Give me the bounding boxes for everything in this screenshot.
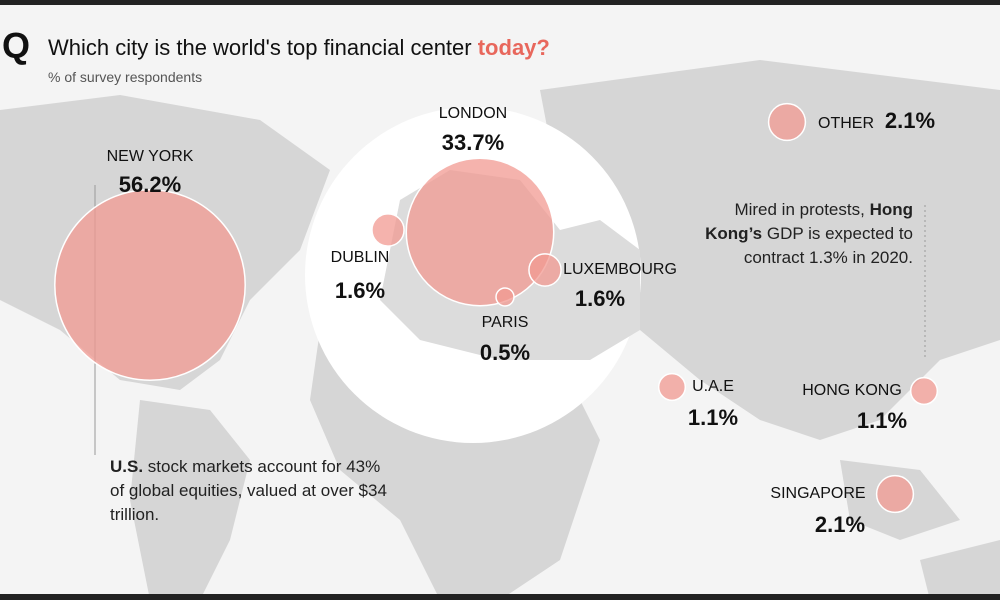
city-label: U.A.E <box>692 378 734 395</box>
value-label: 2.1% <box>884 108 936 133</box>
city-label: DUBLIN <box>330 249 390 266</box>
city-label: OTHER <box>818 115 874 132</box>
value-label: 56.2% <box>118 172 182 197</box>
annotation: U.S. stock markets account for 43% of gl… <box>110 455 390 527</box>
annotation: Mired in protests, Hong Kong’s GDP is ex… <box>705 198 913 270</box>
logo: Q <box>2 25 30 66</box>
title-text: Which city is the world's top financial … <box>48 35 472 60</box>
bubble <box>371 213 405 247</box>
value-label: 1.1% <box>687 405 739 430</box>
bubble <box>875 474 915 514</box>
city-label: SINGAPORE <box>770 485 866 502</box>
value-label: 2.1% <box>814 512 866 537</box>
annotation-text: Mired in protests, <box>734 200 870 219</box>
city-label: NEW YORK <box>106 148 194 165</box>
bubble <box>528 253 562 287</box>
city-label: LONDON <box>438 105 508 122</box>
bubble <box>767 102 807 142</box>
annotation-text: GDP is expected to contract 1.3% in 2020… <box>743 224 913 267</box>
title-highlight: today? <box>478 35 550 60</box>
bubble <box>657 372 687 402</box>
city-label: HONG KONG <box>802 382 902 399</box>
title: Which city is the world's top financial … <box>48 35 550 60</box>
annotation-text: Hong Kong’s <box>705 200 913 243</box>
bubble <box>495 287 515 307</box>
value-label: 1.6% <box>334 278 386 303</box>
top-bar <box>0 0 1000 5</box>
bubble <box>405 157 555 307</box>
city-label: LUXEMBOURG <box>563 261 677 278</box>
city-label: PARIS <box>481 314 529 331</box>
value-label: 33.7% <box>441 130 505 155</box>
bottom-bar <box>0 594 1000 600</box>
value-label: 0.5% <box>479 340 531 365</box>
annotation-text: stock markets account for 43% of global … <box>110 457 387 524</box>
bubble <box>54 189 246 381</box>
bubble <box>909 376 939 406</box>
annotation-text: U.S. <box>110 457 144 476</box>
subtitle: % of survey respondents <box>48 69 202 85</box>
value-label: 1.1% <box>856 408 908 433</box>
value-label: 1.6% <box>574 286 626 311</box>
